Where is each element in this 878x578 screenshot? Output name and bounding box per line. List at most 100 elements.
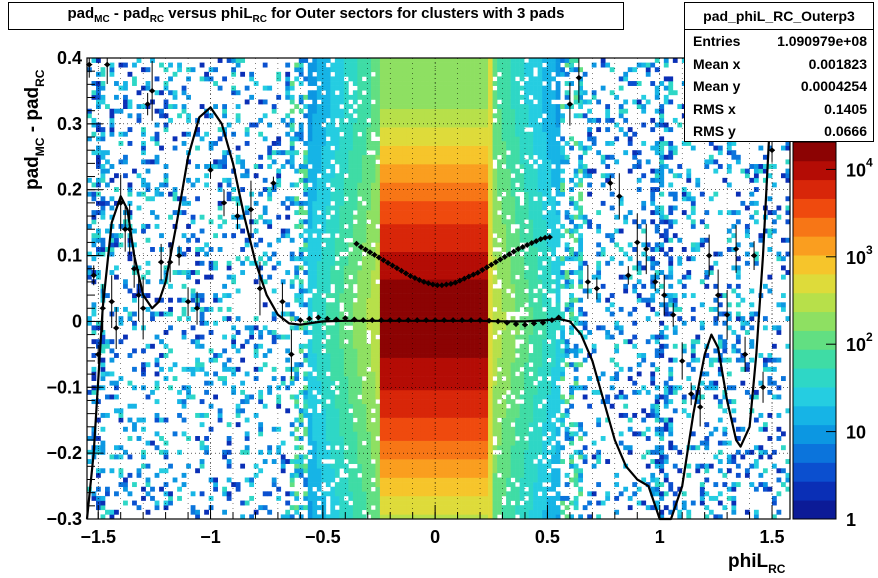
heatmap-cell: [235, 154, 241, 160]
heatmap-cell: [447, 122, 453, 128]
heatmap-cell: [267, 242, 273, 248]
heatmap-cell: [127, 140, 133, 146]
heatmap-cell: [271, 108, 277, 114]
heatmap-cell: [213, 486, 218, 492]
heatmap-cell: [105, 394, 110, 400]
heatmap-cell: [343, 274, 349, 280]
heatmap-cell: [452, 403, 457, 409]
heatmap-cell: [325, 426, 331, 432]
heatmap-cell: [330, 223, 336, 229]
heatmap-cell: [474, 200, 480, 206]
heatmap-cell: [321, 182, 327, 188]
heatmap-cell: [397, 145, 403, 151]
heatmap-cell: [307, 127, 313, 133]
heatmap-cell: [474, 403, 480, 409]
heatmap-cell: [406, 173, 412, 179]
heatmap-cell: [258, 366, 264, 372]
heatmap-cell: [361, 491, 367, 497]
heatmap-cell: [357, 274, 363, 280]
heatmap-cell: [483, 459, 489, 464]
heatmap-cell: [330, 339, 336, 345]
heatmap-cell: [325, 389, 331, 395]
heatmap-cell: [429, 449, 435, 455]
heatmap-cell: [461, 99, 466, 105]
heatmap-cell: [479, 509, 484, 515]
heatmap-cell: [258, 422, 264, 428]
heatmap-cell: [411, 150, 417, 156]
heatmap-cell: [465, 459, 471, 464]
heatmap-cell: [479, 71, 484, 77]
heatmap-cell: [204, 412, 209, 418]
heatmap-cell: [429, 108, 435, 114]
heatmap-cell: [330, 431, 336, 437]
heatmap-cell: [316, 514, 322, 520]
heatmap-cell: [397, 302, 403, 308]
heatmap-cell: [411, 90, 417, 96]
heatmap-cell: [91, 233, 97, 239]
heatmap-cell: [461, 371, 466, 377]
heatmap-cell: [348, 122, 354, 128]
heatmap-cell: [348, 389, 354, 395]
heatmap-cell: [213, 482, 218, 488]
heatmap-cell: [402, 449, 408, 455]
heatmap-cell: [321, 127, 327, 133]
heatmap-cell: [433, 417, 439, 423]
heatmap-cell: [447, 90, 453, 96]
heatmap-cell: [375, 58, 381, 63]
heatmap-cell: [379, 210, 385, 216]
heatmap-cell: [470, 399, 475, 405]
heatmap-cell: [433, 260, 439, 266]
heatmap-cell: [406, 94, 412, 100]
heatmap-cell: [470, 454, 475, 460]
heatmap-cell: [136, 90, 142, 96]
heatmap-cell: [190, 371, 196, 377]
heatmap-cell: [447, 454, 453, 460]
heatmap-cell: [415, 94, 421, 100]
heatmap-cell: [109, 205, 115, 211]
heatmap-cell: [357, 242, 363, 248]
heatmap-cell: [366, 210, 372, 216]
heatmap-cell: [339, 164, 345, 169]
heatmap-cell: [424, 288, 430, 294]
heatmap-cell: [348, 113, 354, 119]
heatmap-cell: [474, 182, 480, 188]
heatmap-cell: [379, 353, 385, 358]
heatmap-cell: [213, 297, 218, 303]
heatmap-cell: [433, 237, 439, 243]
heatmap-cell: [393, 58, 399, 63]
heatmap-cell: [474, 297, 480, 303]
heatmap-cell: [393, 122, 399, 128]
heatmap-cell: [438, 187, 444, 192]
heatmap-cell: [411, 500, 417, 506]
heatmap-cell: [334, 177, 340, 183]
heatmap-cell: [208, 67, 214, 73]
heatmap-cell: [262, 205, 268, 211]
heatmap-cell: [208, 357, 214, 363]
heatmap-cell: [397, 394, 403, 400]
heatmap-cell: [375, 131, 381, 137]
heatmap-cell: [402, 353, 408, 358]
heatmap-cell: [240, 408, 246, 414]
heatmap-cell: [303, 325, 309, 331]
heatmap-cell: [470, 76, 475, 82]
heatmap-cell: [150, 440, 155, 446]
heatmap-cell: [375, 348, 381, 354]
heatmap-cell: [465, 320, 471, 326]
heatmap-cell: [415, 505, 421, 511]
heatmap-cell: [384, 127, 390, 133]
heatmap-cell: [433, 140, 439, 146]
heatmap-cell: [370, 85, 376, 91]
heatmap-cell: [456, 436, 462, 441]
heatmap-cell: [465, 150, 471, 156]
heatmap-cell: [325, 187, 331, 192]
heatmap-cell: [370, 334, 376, 340]
heatmap-cell: [470, 417, 475, 423]
heatmap-cell: [429, 136, 435, 142]
heatmap-cell: [370, 389, 376, 395]
heatmap-cell: [479, 182, 484, 188]
heatmap-cell: [361, 431, 367, 437]
heatmap-cell: [447, 104, 453, 110]
heatmap-cell: [348, 150, 354, 156]
heatmap-cell: [253, 228, 259, 234]
heatmap-cell: [402, 237, 408, 243]
